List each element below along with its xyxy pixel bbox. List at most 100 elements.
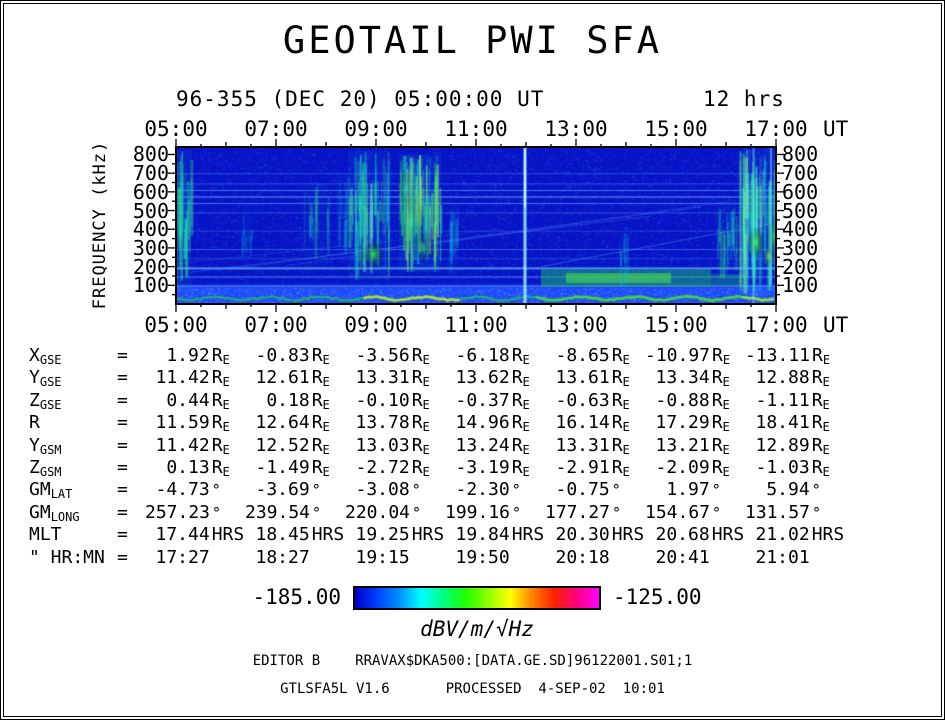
cell-unit: RE: [811, 456, 830, 479]
equals-sign: =: [117, 479, 128, 501]
cell-unit: °: [512, 503, 522, 522]
table-cell: 177.27 °: [545, 502, 645, 524]
cell-unit: HRS: [411, 524, 445, 546]
cell-value: -2.09: [655, 456, 710, 478]
table-cell: -1.03 RE: [745, 457, 845, 479]
cell-value: -1.03: [755, 456, 810, 478]
colorbar-gradient: [353, 586, 601, 610]
table-cell: 20.68 HRS: [645, 524, 745, 546]
time-tick-label: 09:00: [344, 313, 408, 337]
cell-value: 0.44: [166, 389, 210, 411]
freq-tick-label: 500: [782, 198, 819, 223]
unit-subscript: E: [322, 442, 330, 457]
table-cell: -3.08 °: [345, 479, 445, 501]
cell-value: 13.31: [555, 434, 610, 456]
processed-label: PROCESSED 4-SEP-02 10:01: [445, 681, 665, 697]
row-label: XGSE: [29, 345, 62, 367]
table-row: YGSE = 11.42 RE 12.61 RE 13.31 RE 13.62 RE 13.61 RE…: [29, 367, 899, 389]
cell-value: 177.27: [545, 501, 611, 523]
unit-subscript: E: [722, 464, 730, 479]
cell-value: 13.03: [355, 434, 410, 456]
table-cell: -2.30 °: [445, 479, 545, 501]
cell-unit: RE: [611, 367, 630, 390]
table-row: MLT = 17.44 HRS 18.45 HRS 19.25 HRS 19.84 HRS 20.3…: [29, 524, 899, 546]
cell-value: 18.45: [255, 524, 310, 546]
unit-subscript: E: [322, 353, 330, 367]
table-cell: -8.65 RE: [545, 345, 645, 367]
table-cell: 21:01: [745, 547, 845, 569]
bottom-time-labels: 05:00 07:00 09:00 11:00 13:00 15:00 17:00: [144, 313, 807, 337]
freq-tick-label: 600: [782, 179, 819, 204]
table-cell: 257.23 °: [145, 502, 245, 524]
cell-unit: °: [312, 503, 322, 522]
equals-sign: =: [117, 501, 128, 523]
equals-sign: =: [117, 434, 128, 456]
table-cell: 12.88 RE: [745, 367, 845, 389]
cell-unit: RE: [711, 367, 730, 390]
time-tick-label: 17:00: [744, 313, 808, 337]
cell-value: 12.89: [755, 434, 810, 456]
cell-value: -0.88: [655, 389, 710, 411]
cell-value: 20.30: [555, 524, 610, 546]
editor-label: EDITOR B: [252, 653, 321, 669]
unit-subscript: E: [822, 420, 830, 435]
cell-value: -0.37: [455, 389, 510, 411]
row-label-subscript: GSE: [39, 353, 62, 367]
duration-label: 12 hrs: [703, 87, 785, 111]
table-cell: 13.78 RE: [345, 412, 445, 434]
unit-subscript: E: [622, 375, 630, 390]
cell-unit: RE: [411, 389, 430, 412]
cell-value: 220.04: [345, 501, 411, 523]
unit-subscript: E: [722, 375, 730, 390]
table-cell: -0.37 RE: [445, 390, 545, 412]
freq-tick-label: 300: [132, 235, 169, 260]
freq-tick-label: 800: [132, 142, 169, 167]
table-row: GMLONG = 257.23 ° 239.54 ° 220.04 ° 199.16 ° 177.2…: [29, 502, 899, 524]
time-tick-label: 07:00: [244, 313, 308, 337]
cell-value: 17.29: [655, 412, 710, 434]
cell-unit: RE: [511, 434, 530, 457]
table-cell: 12.89 RE: [745, 435, 845, 457]
freq-tick-label: 400: [132, 217, 169, 242]
row-label: YGSM: [29, 434, 62, 457]
cell-unit: RE: [811, 434, 830, 457]
footer-line-2: GTLSFA5L V1.6 PROCESSED 4-SEP-02 10:01: [1, 681, 944, 697]
table-row: ZGSM = 0.13 RE -1.49 RE -2.72 RE -3.19 RE -2.91 RE -…: [29, 457, 899, 479]
unit-subscript: E: [522, 420, 530, 435]
table-cell: -2.09 RE: [645, 457, 745, 479]
cell-value: 11.42: [155, 434, 210, 456]
freq-tick-label: 800: [782, 142, 819, 167]
cell-unit: RE: [411, 434, 430, 457]
cell-value: -0.10: [355, 389, 410, 411]
cell-unit: HRS: [511, 524, 545, 546]
cell-value: -3.56: [355, 345, 410, 366]
table-cell: 13.62 RE: [445, 367, 545, 389]
cell-unit: HRS: [211, 524, 245, 546]
page-title: GEOTAIL PWI SFA: [282, 19, 663, 62]
cell-unit: RE: [211, 456, 230, 479]
cell-unit: RE: [311, 412, 330, 435]
unit-subscript: E: [422, 375, 430, 390]
start-time-label: 96-355 (DEC 20) 05:00:00 UT: [176, 87, 545, 111]
table-row: GMLAT = -4.73 ° -3.69 ° -3.08 ° -2.30 ° -0.75 ° 1.97…: [29, 479, 899, 501]
unit-subscript: E: [422, 442, 430, 457]
unit-subscript: E: [722, 397, 730, 412]
unit-subscript: E: [522, 464, 530, 479]
table-cell: -2.72 RE: [345, 457, 445, 479]
cell-unit: RE: [311, 434, 330, 457]
table-row: ZGSE = 0.44 RE 0.18 RE -0.10 RE -0.37 RE -0.63 RE -0…: [29, 390, 899, 412]
row-label: ZGSM: [29, 456, 62, 479]
cell-unit: RE: [211, 389, 230, 412]
table-cell: 17:27: [145, 547, 245, 569]
cell-unit: RE: [711, 412, 730, 435]
unit-subscript: E: [222, 420, 230, 435]
cell-value: 18:27: [255, 546, 310, 568]
table-cell: 239.54 °: [245, 502, 345, 524]
freq-tick-label: 100: [132, 273, 169, 298]
cell-unit: RE: [511, 345, 530, 367]
cell-unit: RE: [611, 345, 630, 367]
cell-value: 13.62: [455, 367, 510, 389]
top-time-unit-label: UT: [823, 117, 849, 141]
unit-subscript: E: [822, 353, 831, 367]
unit-subscript: E: [722, 420, 730, 435]
